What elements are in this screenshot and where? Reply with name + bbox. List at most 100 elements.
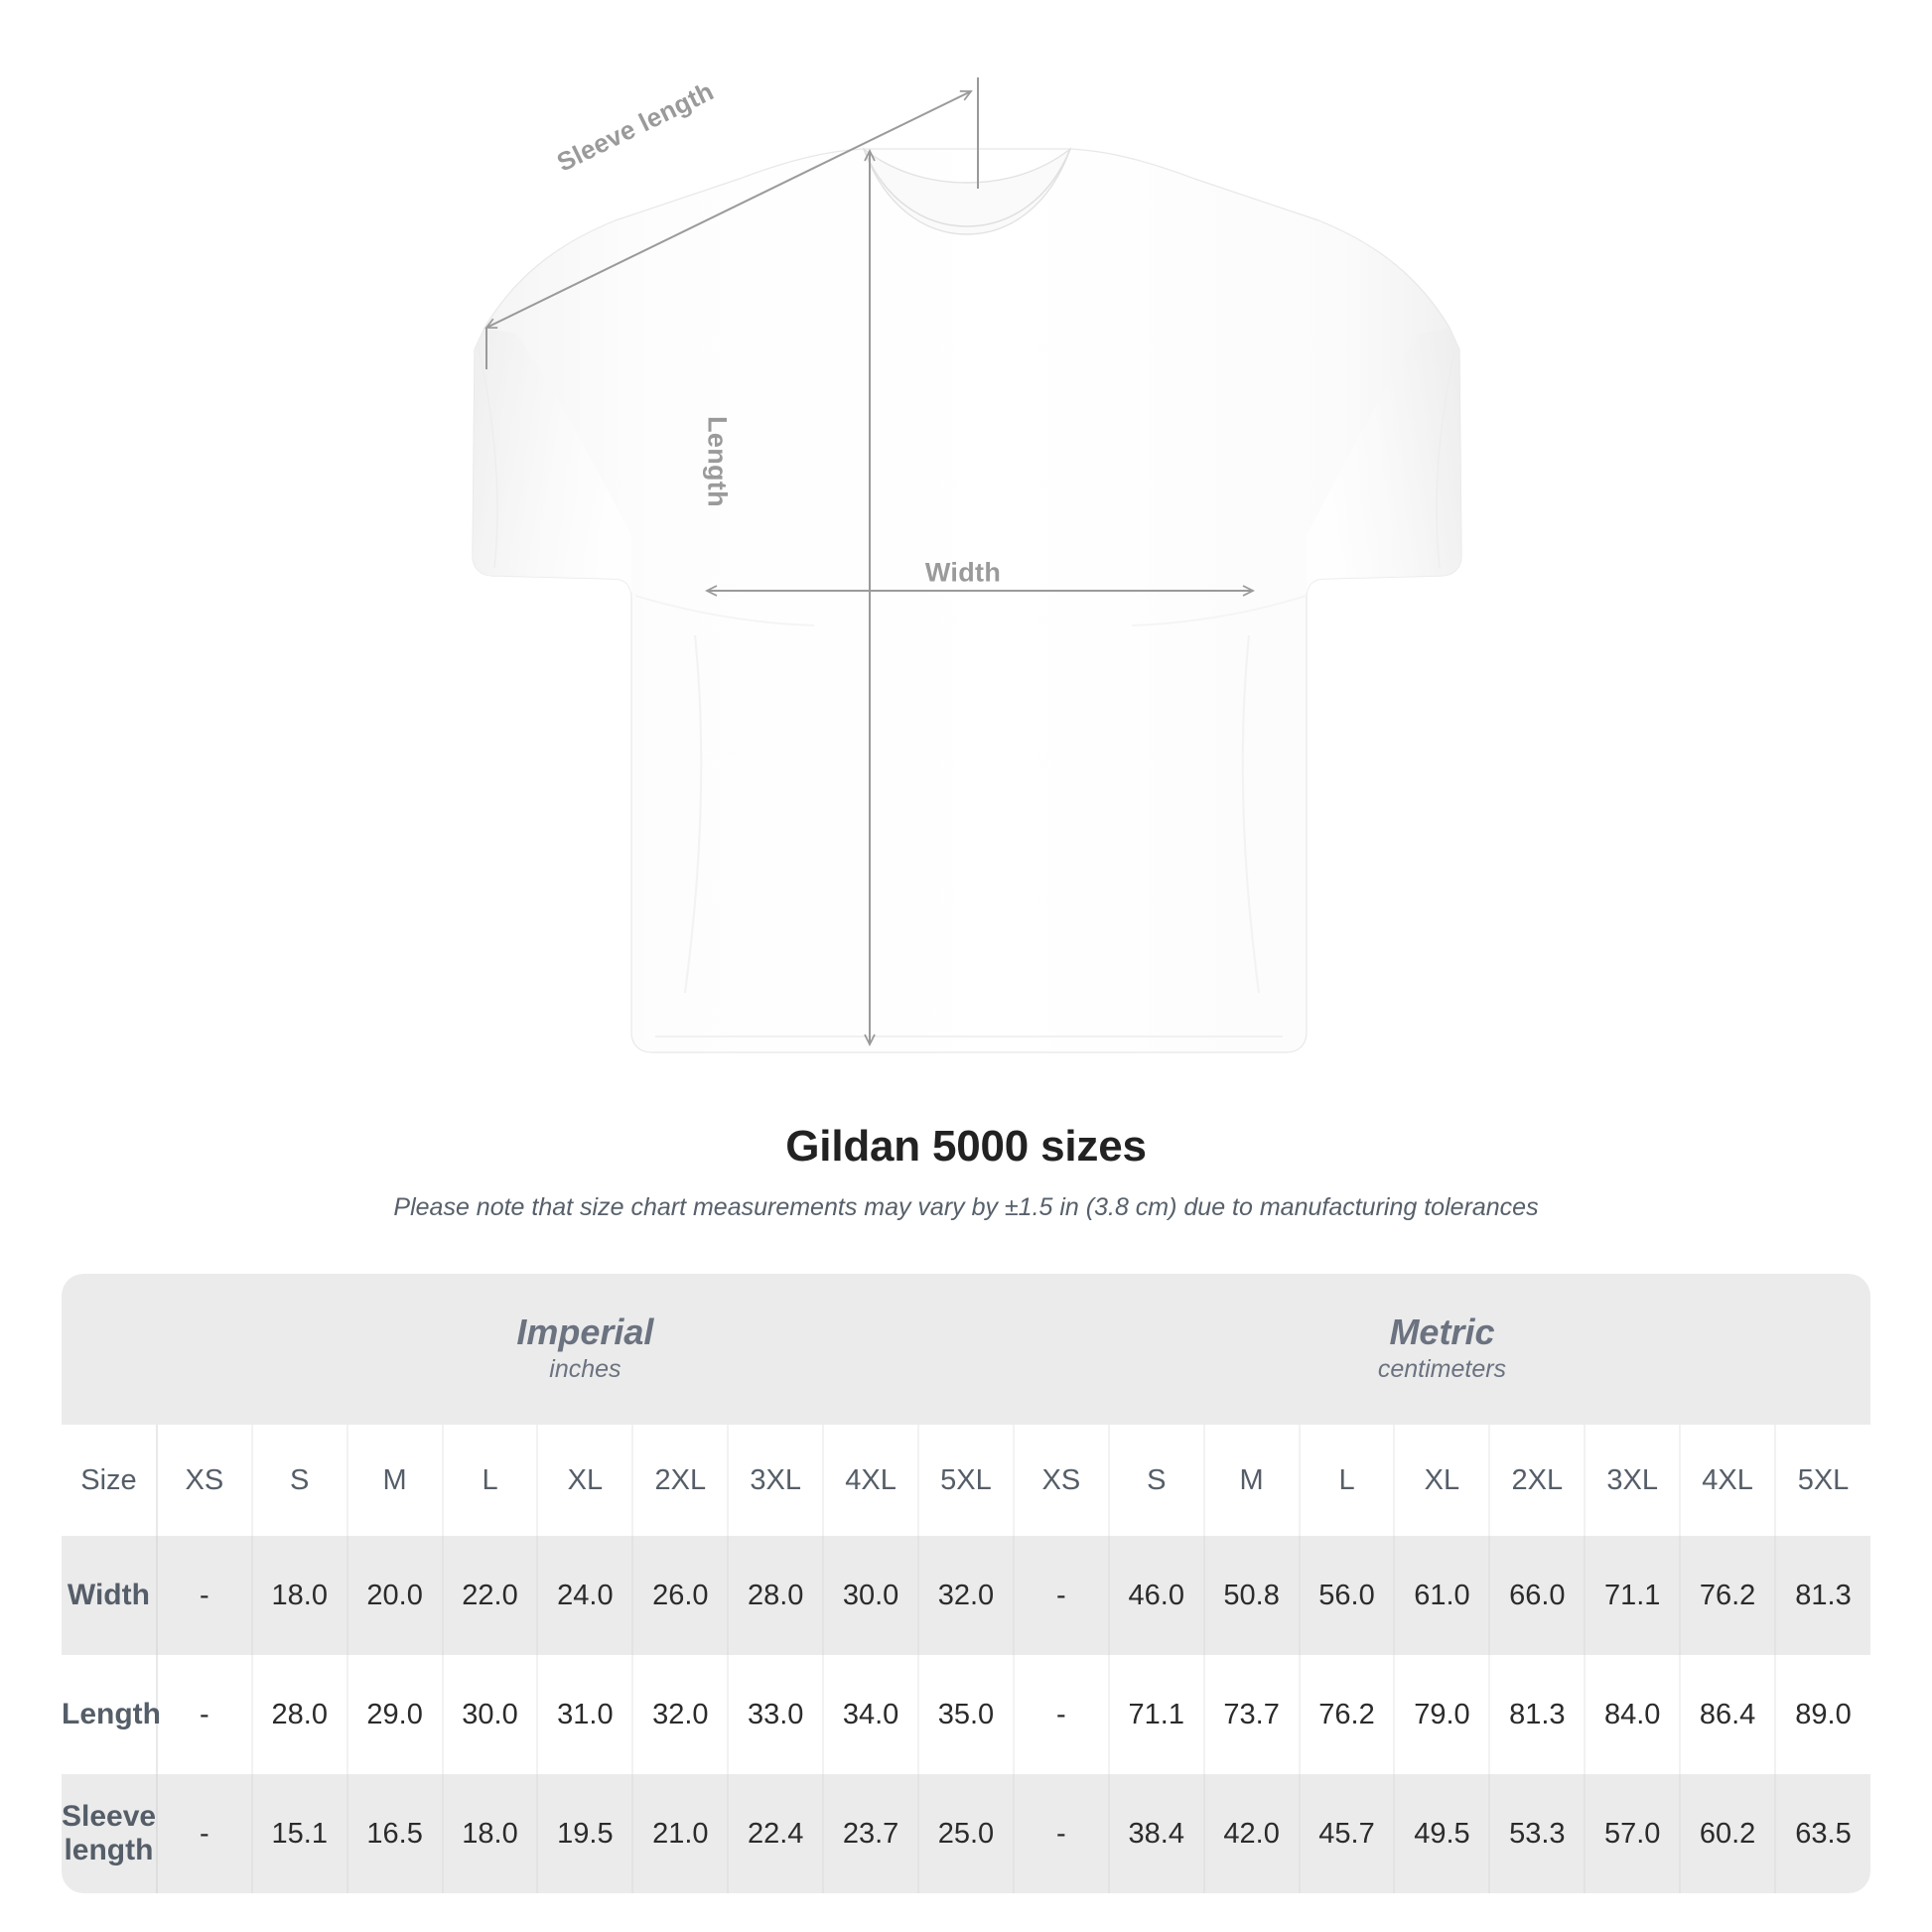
cell-length-metric-3xl: 84.0	[1585, 1655, 1682, 1774]
cell-width-imperial-3xl: 28.0	[728, 1536, 825, 1655]
column-header-imperial-m: M	[346, 1425, 444, 1536]
cell-length-metric-2xl: 81.3	[1489, 1655, 1587, 1774]
cell-length-metric-xl: 79.0	[1394, 1655, 1491, 1774]
column-header-imperial-2xl: 2XL	[632, 1425, 730, 1536]
cell-width-metric-s: 46.0	[1108, 1536, 1205, 1655]
cell-length-metric-s: 71.1	[1108, 1655, 1205, 1774]
column-header-imperial-s: S	[251, 1425, 348, 1536]
cell-sleeve-imperial-xl: 19.5	[537, 1774, 634, 1893]
size-table-container: Imperial inches Metric centimeters Size …	[62, 1274, 1870, 1893]
column-header-imperial-3xl: 3XL	[728, 1425, 825, 1536]
width-label: Width	[924, 557, 1002, 588]
column-header-metric-s: S	[1108, 1425, 1205, 1536]
cell-length-metric-4xl: 86.4	[1680, 1655, 1777, 1774]
column-header-metric-2xl: 2XL	[1489, 1425, 1587, 1536]
cell-length-metric-l: 76.2	[1299, 1655, 1396, 1774]
tolerance-note: Please note that size chart measurements…	[393, 1193, 1539, 1221]
cell-sleeve-imperial-l: 18.0	[442, 1774, 539, 1893]
cell-width-metric-5xl: 81.3	[1775, 1536, 1870, 1655]
cell-length-imperial-2xl: 32.0	[632, 1655, 730, 1774]
cell-sleeve-imperial-4xl: 23.7	[823, 1774, 920, 1893]
table-row: Width - 18.0 20.0 22.0 24.0 26.0 28.0 30…	[62, 1536, 1870, 1655]
size-header-row: Size XS S M L XL 2XL 3XL 4XL 5XL XS S M …	[62, 1425, 1870, 1536]
cell-width-metric-m: 50.8	[1203, 1536, 1301, 1655]
unit-group-imperial-sub: inches	[549, 1355, 621, 1384]
cell-length-imperial-4xl: 34.0	[823, 1655, 920, 1774]
cell-sleeve-metric-xl: 49.5	[1394, 1774, 1491, 1893]
cell-length-imperial-xl: 31.0	[537, 1655, 634, 1774]
cell-width-metric-l: 56.0	[1299, 1536, 1396, 1655]
cell-length-imperial-5xl: 35.0	[918, 1655, 1015, 1774]
cell-width-metric-xl: 61.0	[1394, 1536, 1491, 1655]
cell-sleeve-metric-2xl: 53.3	[1489, 1774, 1587, 1893]
column-header-imperial-xl: XL	[537, 1425, 634, 1536]
tshirt-diagram-svg	[472, 77, 1462, 1053]
cell-width-imperial-l: 22.0	[442, 1536, 539, 1655]
unit-row-spacer	[62, 1274, 157, 1425]
column-header-imperial-5xl: 5XL	[918, 1425, 1015, 1536]
cell-width-imperial-4xl: 30.0	[823, 1536, 920, 1655]
cell-sleeve-metric-l: 45.7	[1299, 1774, 1396, 1893]
cell-sleeve-imperial-xs: -	[156, 1774, 253, 1893]
cell-sleeve-metric-m: 42.0	[1203, 1774, 1301, 1893]
cell-length-metric-xs: -	[1013, 1655, 1110, 1774]
cell-sleeve-imperial-3xl: 22.4	[728, 1774, 825, 1893]
column-header-metric-3xl: 3XL	[1585, 1425, 1682, 1536]
cell-sleeve-metric-4xl: 60.2	[1680, 1774, 1777, 1893]
cell-sleeve-imperial-m: 16.5	[346, 1774, 444, 1893]
row-label-length: Length	[62, 1655, 161, 1774]
sleeve-dimension-arrow	[486, 77, 979, 369]
row-label-sleeve-length: Sleeve length	[62, 1774, 158, 1893]
cell-length-imperial-m: 29.0	[346, 1655, 444, 1774]
garment-illustration: Sleeve length Length Width	[472, 75, 1462, 1053]
cell-width-imperial-5xl: 32.0	[918, 1536, 1015, 1655]
cell-width-metric-2xl: 66.0	[1489, 1536, 1587, 1655]
size-table: Imperial inches Metric centimeters Size …	[62, 1274, 1870, 1893]
table-row: Sleeve length - 15.1 16.5 18.0 19.5 21.0…	[62, 1774, 1870, 1893]
column-header-metric-l: L	[1299, 1425, 1396, 1536]
unit-group-imperial: Imperial inches	[156, 1274, 1014, 1425]
column-header-size: Size	[62, 1425, 158, 1536]
cell-sleeve-metric-5xl: 63.5	[1775, 1774, 1870, 1893]
size-table-body: Imperial inches Metric centimeters Size …	[62, 1274, 1870, 1893]
table-row: Length - 28.0 29.0 30.0 31.0 32.0 33.0 3…	[62, 1655, 1870, 1774]
column-header-metric-xs: XS	[1013, 1425, 1110, 1536]
column-header-metric-xl: XL	[1394, 1425, 1491, 1536]
unit-group-metric-name: Metric	[1389, 1311, 1495, 1352]
column-header-imperial-4xl: 4XL	[823, 1425, 920, 1536]
cell-length-imperial-3xl: 33.0	[728, 1655, 825, 1774]
cell-length-imperial-s: 28.0	[251, 1655, 348, 1774]
column-header-imperial-l: L	[442, 1425, 539, 1536]
cell-sleeve-imperial-2xl: 21.0	[632, 1774, 730, 1893]
column-header-imperial-xs: XS	[156, 1425, 253, 1536]
cell-length-imperial-xs: -	[156, 1655, 253, 1774]
length-label: Length	[702, 416, 733, 507]
cell-sleeve-imperial-s: 15.1	[251, 1774, 348, 1893]
chart-heading: Gildan 5000 sizes Please note that size …	[0, 1122, 1932, 1222]
cell-width-metric-3xl: 71.1	[1585, 1536, 1682, 1655]
unit-header-row: Imperial inches Metric centimeters	[62, 1274, 1870, 1425]
cell-sleeve-metric-3xl: 57.0	[1585, 1774, 1682, 1893]
unit-group-metric-sub: centimeters	[1377, 1355, 1507, 1384]
column-header-metric-m: M	[1203, 1425, 1301, 1536]
cell-length-metric-m: 73.7	[1203, 1655, 1301, 1774]
cell-width-imperial-s: 18.0	[251, 1536, 348, 1655]
cell-width-metric-xs: -	[1013, 1536, 1110, 1655]
cell-width-imperial-xs: -	[156, 1536, 253, 1655]
cell-width-imperial-xl: 24.0	[537, 1536, 634, 1655]
unit-group-metric: Metric centimeters	[1013, 1274, 1870, 1425]
cell-width-imperial-2xl: 26.0	[632, 1536, 730, 1655]
column-header-metric-5xl: 5XL	[1775, 1425, 1870, 1536]
column-header-metric-4xl: 4XL	[1680, 1425, 1777, 1536]
cell-length-metric-5xl: 89.0	[1775, 1655, 1870, 1774]
page-title: Gildan 5000 sizes	[785, 1122, 1147, 1171]
cell-length-imperial-l: 30.0	[442, 1655, 539, 1774]
row-label-width: Width	[62, 1536, 158, 1655]
cell-sleeve-imperial-5xl: 25.0	[918, 1774, 1015, 1893]
cell-sleeve-metric-s: 38.4	[1108, 1774, 1205, 1893]
cell-width-imperial-m: 20.0	[346, 1536, 444, 1655]
tshirt-shape	[472, 146, 1462, 1053]
unit-group-imperial-name: Imperial	[516, 1311, 654, 1352]
cell-sleeve-metric-xs: -	[1013, 1774, 1110, 1893]
